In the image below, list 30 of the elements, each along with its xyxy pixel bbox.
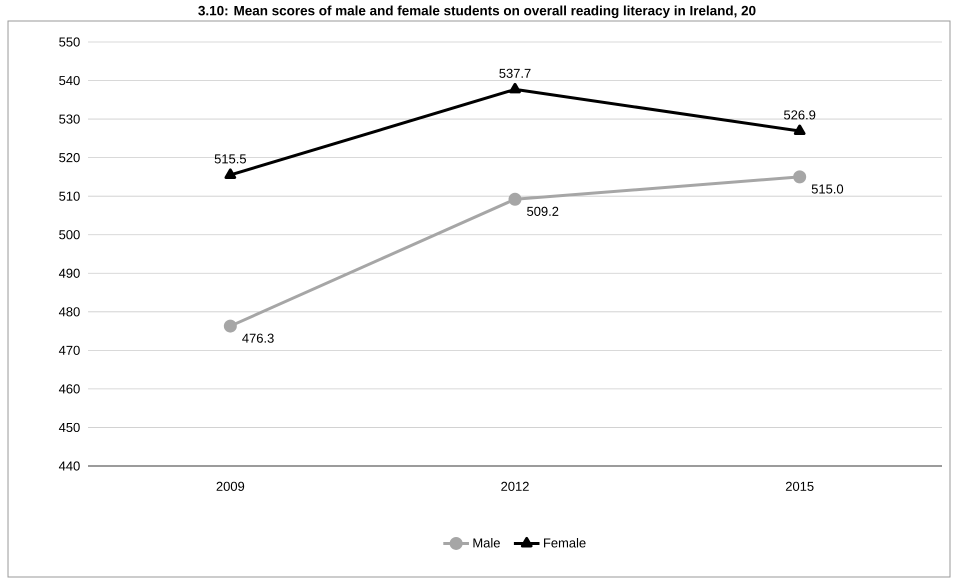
legend-label: Male (473, 538, 500, 548)
data-label: 515.0 (812, 184, 844, 194)
y-tick-label: 450 (58, 422, 80, 432)
y-tick-label: 490 (58, 268, 80, 278)
point (224, 320, 237, 333)
point (794, 124, 806, 136)
data-label: 476.3 (242, 334, 274, 343)
point (509, 82, 521, 94)
y-tick-label: 520 (59, 153, 80, 162)
y-tick-label: 470 (58, 346, 80, 355)
x-tick-label: 2012 (501, 482, 529, 491)
point (508, 192, 522, 206)
y-tick-label: 440 (58, 461, 80, 471)
y-tick-label: 480 (58, 307, 80, 316)
point (793, 170, 806, 184)
y-tick-label: 460 (58, 384, 80, 394)
y-tick-label: 550 (59, 37, 80, 47)
y-tick-label: 530 (59, 114, 80, 124)
legend-label: Female (544, 538, 586, 548)
chart-title: 3.10: Mean scores of male and female students on overall reading literacy in Ireland, 20 (198, 6, 756, 18)
data-label: 515.5 (214, 154, 246, 164)
data-label: 537.7 (499, 68, 531, 78)
x-tick-label: 2009 (216, 482, 244, 491)
point (224, 168, 236, 179)
y-tick-label: 500 (59, 230, 80, 240)
y-tick-label: 510 (59, 192, 80, 201)
data-label: 526.9 (784, 110, 816, 120)
y-tick-label: 540 (59, 76, 80, 86)
data-label: 509.2 (527, 206, 558, 216)
x-tick-label: 2015 (786, 482, 814, 491)
